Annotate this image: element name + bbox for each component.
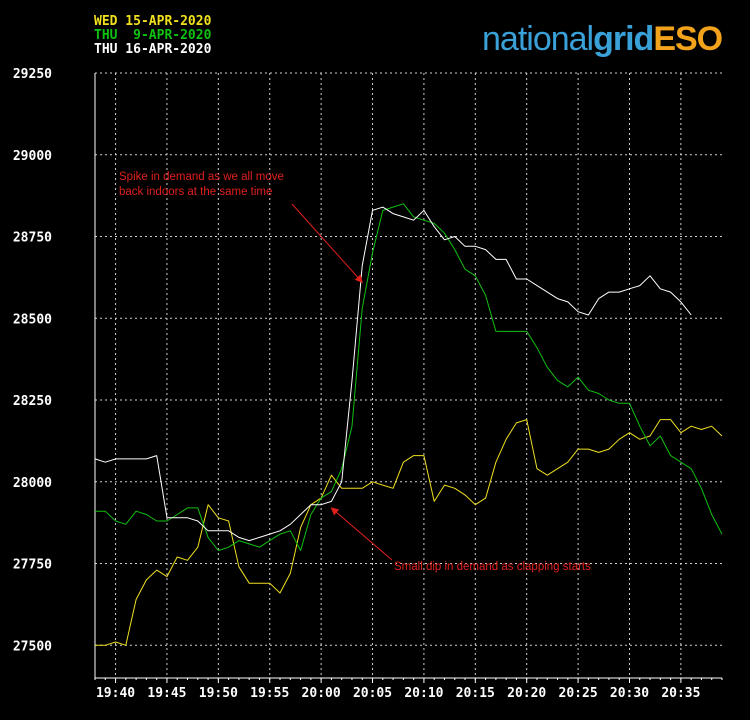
y-tick-label: 29000: [13, 149, 52, 164]
x-tick-label: 20:00: [302, 686, 341, 701]
annotation-text: Spike in demand as we all move: [119, 171, 284, 183]
logo-part-eso: ESO: [653, 20, 723, 58]
x-tick-label: 20:20: [507, 686, 546, 701]
annotations: Spike in demand as we all move back indoo…: [119, 171, 591, 573]
x-tick-label: 20:15: [456, 686, 495, 701]
annotation-text: back indoors at the same time: [119, 186, 272, 198]
y-tick-label: 28000: [13, 476, 52, 491]
annotation-arrow: [330, 507, 393, 561]
x-tick-label: 20:30: [610, 686, 649, 701]
x-tick-label: 20:35: [661, 686, 700, 701]
x-tick-label: 20:25: [559, 686, 598, 701]
x-tick-label: 20:10: [404, 686, 443, 701]
x-tick-label: 19:55: [250, 686, 289, 701]
y-tick-label: 28500: [13, 312, 52, 327]
x-tick-label: 19:45: [147, 686, 186, 701]
annotation-text: Small dip in demand as clapping starts: [394, 561, 591, 573]
y-tick-label: 28250: [13, 394, 52, 409]
series-lines: [94, 203, 723, 646]
annotation-arrow: [291, 203, 363, 284]
x-tick-labels: 19:40 19:45 19:50 19:55 20:00 20:05 20:10 20:15…: [96, 686, 700, 701]
y-tick-label: 27500: [13, 639, 52, 654]
y-tick-label: 28750: [13, 231, 52, 246]
y-tick-label: 27750: [13, 558, 52, 573]
legend: WED 15-APR-2020 THU 9-APR-2020 THU 16-AP…: [94, 15, 211, 57]
legend-entry-wed-15-apr: WED 15-APR-2020: [94, 14, 212, 29]
gridlines: [95, 72, 722, 678]
x-tick-label: 20:05: [353, 686, 392, 701]
series-line-1: [95, 203, 723, 551]
series-line-2: [94, 206, 692, 542]
logo-part-grid: grid: [593, 20, 654, 58]
series-line-0: [95, 419, 723, 646]
y-tick-labels: 27500 27750 28000 28250 28500 28750 29000 29250: [13, 67, 52, 654]
x-tick-label: 19:50: [199, 686, 238, 701]
axes: [94, 73, 723, 683]
legend-entry-thu-16-apr: THU 16-APR-2020: [94, 42, 212, 57]
y-tick-label: 29250: [13, 67, 52, 82]
national-grid-eso-logo: nationalgridESO: [482, 20, 723, 59]
logo-part-national: national: [482, 20, 594, 58]
x-tick-label: 19:40: [96, 686, 135, 701]
legend-entry-thu-9-apr: THU 9-APR-2020: [94, 28, 212, 43]
